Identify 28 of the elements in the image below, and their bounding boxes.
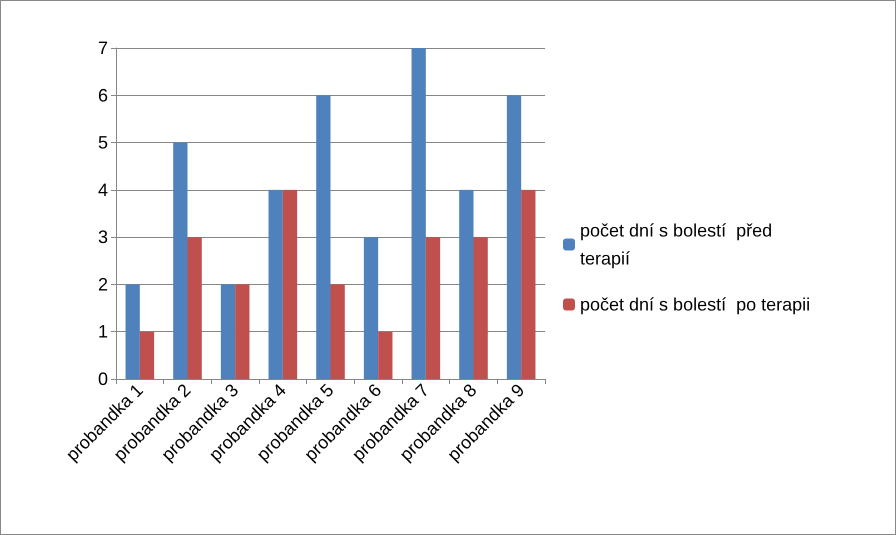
bar (330, 284, 345, 379)
bar (316, 95, 330, 379)
y-tick-label: 4 (98, 180, 108, 200)
bar (282, 190, 298, 379)
y-tick-label: 7 (98, 38, 108, 58)
bar (459, 190, 474, 379)
bar (364, 237, 378, 379)
bar (474, 237, 488, 379)
y-tick-label: 0 (98, 369, 108, 389)
bar (188, 237, 202, 379)
y-tick-label: 1 (98, 322, 108, 342)
bar (235, 284, 250, 379)
bar (268, 190, 283, 379)
y-tick-label: 2 (98, 274, 108, 294)
bar (521, 190, 536, 379)
y-tick-label: 6 (98, 85, 108, 106)
bar (378, 332, 392, 379)
legend-label: počet dní s bolestí po terapii (580, 294, 810, 314)
bar (173, 142, 188, 379)
bar (506, 95, 522, 379)
bar (412, 48, 426, 379)
bar (126, 284, 140, 379)
bar (426, 237, 440, 379)
y-tick-label: 5 (98, 132, 108, 153)
y-tick-label: 3 (98, 227, 108, 248)
bar (140, 332, 154, 379)
legend-label: počet dní s bolestí před terapií (580, 220, 778, 268)
bar (220, 284, 236, 379)
